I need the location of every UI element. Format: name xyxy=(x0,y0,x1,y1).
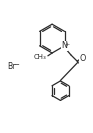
Text: CH₃: CH₃ xyxy=(33,54,46,60)
Text: Br: Br xyxy=(7,62,16,71)
Text: O: O xyxy=(80,54,86,63)
Text: +: + xyxy=(65,42,70,47)
Text: N: N xyxy=(62,41,68,50)
Text: −: − xyxy=(13,62,19,68)
